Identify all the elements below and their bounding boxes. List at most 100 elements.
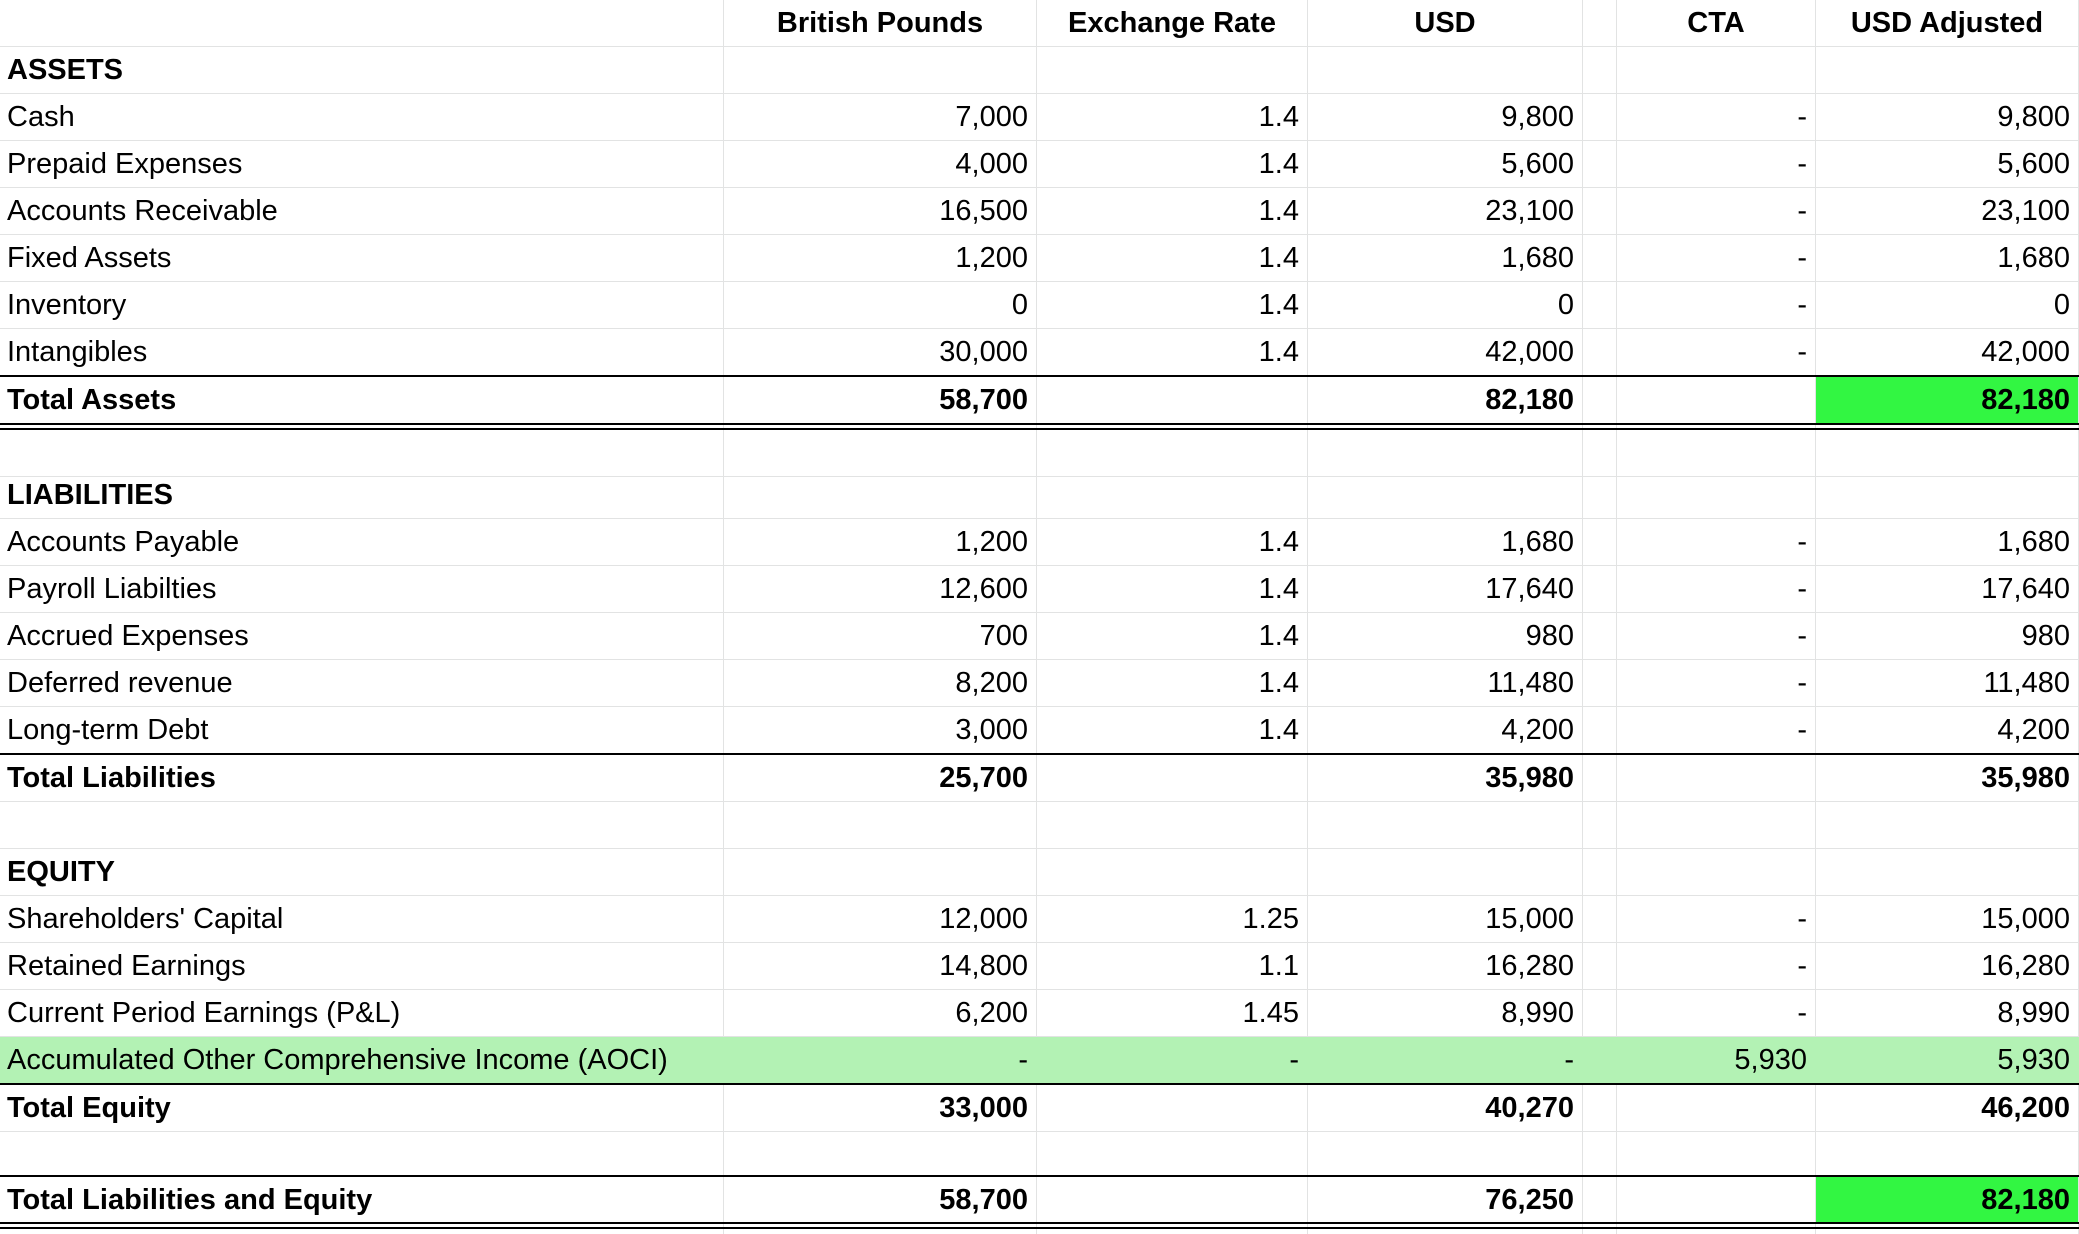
cta-cell[interactable]: -	[1797, 101, 1807, 133]
usd-adjusted-cell[interactable]: 980	[2021, 620, 2070, 652]
usd-cell[interactable]: 0	[1557, 289, 1574, 321]
usd-cell[interactable]: 16,280	[1485, 950, 1574, 982]
rate-cell[interactable]: 1.4	[1258, 573, 1299, 605]
rate-cell[interactable]: 1.4	[1258, 620, 1299, 652]
gbp-cell[interactable]: 58,700	[939, 384, 1028, 416]
usd-cell[interactable]: 1,680	[1501, 242, 1574, 274]
usd-adjusted-cell[interactable]: 35,980	[1981, 762, 2070, 794]
usd-cell[interactable]: 76,250	[1485, 1184, 1574, 1216]
usd-adjusted-cell[interactable]: 1,680	[1997, 242, 2070, 274]
header-usd-adjusted[interactable]: USD Adjusted	[1850, 7, 2044, 39]
section-title-assets[interactable]: ASSETS	[7, 54, 124, 86]
total-label[interactable]: Total Liabilities	[7, 762, 216, 794]
usd-cell[interactable]: 8,990	[1501, 997, 1574, 1029]
rate-cell[interactable]: 1.4	[1258, 242, 1299, 274]
gbp-cell[interactable]: 58,700	[939, 1184, 1028, 1216]
usd-cell[interactable]: 42,000	[1485, 336, 1574, 368]
gbp-cell[interactable]: 25,700	[939, 762, 1028, 794]
row-label[interactable]: Fixed Assets	[7, 242, 172, 274]
row-label[interactable]: Deferred revenue	[7, 667, 233, 699]
rate-cell[interactable]: 1.4	[1258, 101, 1299, 133]
usd-cell[interactable]: 40,270	[1485, 1092, 1574, 1124]
usd-adjusted-cell[interactable]: 5,930	[1997, 1044, 2070, 1076]
gbp-cell[interactable]: 33,000	[939, 1092, 1028, 1124]
rate-cell[interactable]: 1.4	[1258, 667, 1299, 699]
row-label[interactable]: Accounts Receivable	[7, 195, 278, 227]
gbp-cell[interactable]: 4,000	[955, 148, 1028, 180]
usd-cell[interactable]: 17,640	[1485, 573, 1574, 605]
cta-cell[interactable]: -	[1797, 336, 1807, 368]
usd-cell[interactable]: 4,200	[1501, 714, 1574, 746]
rate-cell[interactable]: -	[1289, 1044, 1299, 1076]
usd-adjusted-cell[interactable]: 17,640	[1981, 573, 2070, 605]
rate-cell[interactable]: 1.1	[1258, 950, 1299, 982]
header-exchange-rate[interactable]: Exchange Rate	[1068, 7, 1276, 39]
rate-cell[interactable]: 1.25	[1242, 903, 1299, 935]
row-label[interactable]: Accrued Expenses	[7, 620, 249, 652]
usd-cell[interactable]: 15,000	[1485, 903, 1574, 935]
total-label[interactable]: Total Equity	[7, 1092, 171, 1124]
gbp-cell[interactable]: 0	[1011, 289, 1028, 321]
cta-cell[interactable]: -	[1797, 148, 1807, 180]
cta-cell[interactable]: -	[1797, 195, 1807, 227]
usd-adjusted-cell[interactable]: 9,800	[1997, 101, 2070, 133]
gbp-cell[interactable]: 16,500	[939, 195, 1028, 227]
row-label[interactable]: Long-term Debt	[7, 714, 209, 746]
usd-adjusted-cell[interactable]: 46,200	[1981, 1092, 2070, 1124]
usd-adjusted-cell[interactable]: 5,600	[1997, 148, 2070, 180]
rate-cell[interactable]: 1.4	[1258, 714, 1299, 746]
cta-cell[interactable]: -	[1797, 526, 1807, 558]
row-label[interactable]: Inventory	[7, 289, 127, 321]
cta-cell[interactable]: 5,930	[1734, 1044, 1807, 1076]
gbp-cell[interactable]: 14,800	[939, 950, 1028, 982]
usd-cell[interactable]: 1,680	[1501, 526, 1574, 558]
gbp-cell[interactable]: 6,200	[955, 997, 1028, 1029]
gbp-cell[interactable]: 30,000	[939, 336, 1028, 368]
grand-total-label[interactable]: Total Liabilities and Equity	[7, 1184, 373, 1216]
usd-cell[interactable]: 23,100	[1485, 195, 1574, 227]
usd-adjusted-cell[interactable]: 0	[2053, 289, 2070, 321]
row-label[interactable]: Accounts Payable	[7, 526, 240, 558]
cta-cell[interactable]: -	[1797, 573, 1807, 605]
section-title-equity[interactable]: EQUITY	[7, 856, 115, 888]
gbp-cell[interactable]: 700	[979, 620, 1028, 652]
row-label[interactable]: Shareholders' Capital	[7, 903, 284, 935]
row-label[interactable]: Payroll Liabilties	[7, 573, 217, 605]
usd-adjusted-cell[interactable]: 42,000	[1981, 336, 2070, 368]
usd-adjusted-cell[interactable]: 8,990	[1997, 997, 2070, 1029]
usd-adjusted-cell[interactable]: 15,000	[1981, 903, 2070, 935]
gbp-cell[interactable]: 7,000	[955, 101, 1028, 133]
gbp-cell[interactable]: -	[1018, 1044, 1028, 1076]
usd-cell[interactable]: 82,180	[1485, 384, 1574, 416]
rate-cell[interactable]: 1.4	[1258, 526, 1299, 558]
cta-cell[interactable]: -	[1797, 950, 1807, 982]
header-british-pounds[interactable]: British Pounds	[776, 7, 984, 39]
cta-cell[interactable]: -	[1797, 903, 1807, 935]
usd-cell[interactable]: -	[1564, 1044, 1574, 1076]
gbp-cell[interactable]: 1,200	[955, 526, 1028, 558]
usd-adjusted-cell[interactable]: 4,200	[1997, 714, 2070, 746]
usd-adjusted-cell[interactable]: 23,100	[1981, 195, 2070, 227]
header-usd[interactable]: USD	[1414, 7, 1476, 39]
row-label[interactable]: Retained Earnings	[7, 950, 246, 982]
usd-cell[interactable]: 35,980	[1485, 762, 1574, 794]
row-label[interactable]: Accumulated Other Comprehensive Income (…	[7, 1044, 668, 1076]
gbp-cell[interactable]: 12,000	[939, 903, 1028, 935]
usd-adjusted-cell[interactable]: 16,280	[1981, 950, 2070, 982]
header-cta[interactable]: CTA	[1687, 7, 1745, 39]
gbp-cell[interactable]: 3,000	[955, 714, 1028, 746]
section-title-liabilities[interactable]: LIABILITIES	[7, 479, 173, 511]
cta-cell[interactable]: -	[1797, 714, 1807, 746]
usd-cell[interactable]: 5,600	[1501, 148, 1574, 180]
cta-cell[interactable]: -	[1797, 997, 1807, 1029]
usd-adjusted-cell[interactable]: 1,680	[1997, 526, 2070, 558]
rate-cell[interactable]: 1.4	[1258, 148, 1299, 180]
rate-cell[interactable]: 1.45	[1242, 997, 1299, 1029]
row-label[interactable]: Current Period Earnings (P&L)	[7, 997, 401, 1029]
total-label[interactable]: Total Assets	[7, 384, 177, 416]
usd-cell[interactable]: 9,800	[1501, 101, 1574, 133]
rate-cell[interactable]: 1.4	[1258, 289, 1299, 321]
usd-cell[interactable]: 980	[1525, 620, 1574, 652]
rate-cell[interactable]: 1.4	[1258, 195, 1299, 227]
gbp-cell[interactable]: 8,200	[955, 667, 1028, 699]
